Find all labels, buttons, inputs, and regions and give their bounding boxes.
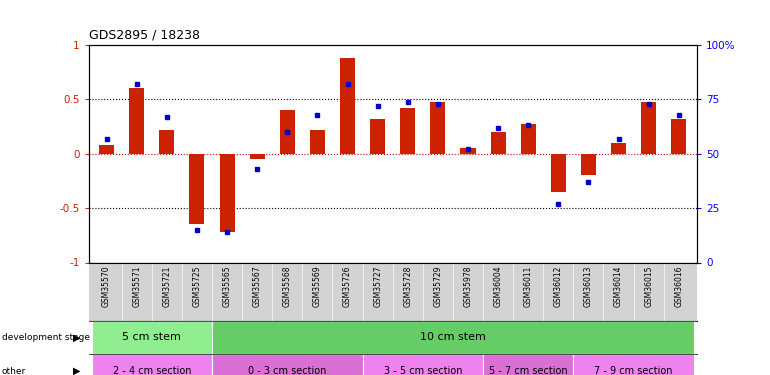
Text: GSM35569: GSM35569: [313, 266, 322, 307]
Text: GDS2895 / 18238: GDS2895 / 18238: [89, 28, 199, 41]
Bar: [159, 130, 174, 154]
Text: 7 - 9 cm section: 7 - 9 cm section: [594, 366, 673, 375]
Text: 3 - 5 cm section: 3 - 5 cm section: [383, 366, 462, 375]
Text: GSM35568: GSM35568: [283, 266, 292, 307]
Text: 2 - 4 cm section: 2 - 4 cm section: [112, 366, 191, 375]
Bar: [521, 124, 536, 154]
Text: GSM36014: GSM36014: [614, 266, 623, 307]
Text: GSM35978: GSM35978: [464, 266, 473, 307]
Bar: [611, 143, 626, 154]
Bar: [574, 354, 694, 375]
Bar: [310, 130, 325, 154]
Text: GSM35726: GSM35726: [343, 266, 352, 307]
Text: 5 cm stem: 5 cm stem: [122, 333, 181, 342]
Bar: [671, 119, 686, 154]
Text: GSM35567: GSM35567: [253, 266, 262, 307]
Bar: [400, 108, 415, 154]
Text: GSM35727: GSM35727: [373, 266, 382, 307]
Bar: [129, 88, 144, 154]
Bar: [641, 102, 656, 154]
Bar: [99, 145, 114, 154]
Text: GSM36013: GSM36013: [584, 266, 593, 307]
Text: GSM35725: GSM35725: [192, 266, 202, 307]
Text: 10 cm stem: 10 cm stem: [420, 333, 486, 342]
Text: ▶: ▶: [73, 366, 81, 375]
Text: 5 - 7 cm section: 5 - 7 cm section: [489, 366, 567, 375]
Text: ▶: ▶: [73, 333, 81, 342]
Bar: [219, 154, 235, 232]
Bar: [363, 354, 483, 375]
Bar: [551, 154, 566, 192]
Bar: [249, 154, 265, 159]
Text: development stage: development stage: [2, 333, 89, 342]
Bar: [280, 110, 295, 154]
Bar: [460, 148, 476, 154]
Bar: [189, 154, 205, 224]
Bar: [212, 354, 363, 375]
Text: GSM35571: GSM35571: [132, 266, 141, 307]
Bar: [581, 154, 596, 176]
Text: GSM36012: GSM36012: [554, 266, 563, 307]
Bar: [340, 58, 355, 154]
Bar: [490, 132, 506, 154]
Bar: [212, 321, 694, 354]
Bar: [92, 321, 212, 354]
Text: GSM35721: GSM35721: [162, 266, 172, 307]
Text: other: other: [2, 367, 25, 375]
Text: GSM36015: GSM36015: [644, 266, 653, 307]
Bar: [92, 354, 212, 375]
Text: GSM35729: GSM35729: [434, 266, 443, 307]
Text: GSM35570: GSM35570: [102, 266, 111, 307]
Text: 0 - 3 cm section: 0 - 3 cm section: [248, 366, 326, 375]
Text: GSM36016: GSM36016: [675, 266, 683, 307]
Text: GSM35565: GSM35565: [223, 266, 232, 307]
Text: GSM36004: GSM36004: [494, 266, 503, 307]
Bar: [430, 102, 445, 154]
Text: GSM35728: GSM35728: [403, 266, 412, 307]
Bar: [370, 119, 385, 154]
Bar: [483, 354, 574, 375]
Text: GSM36011: GSM36011: [524, 266, 533, 307]
